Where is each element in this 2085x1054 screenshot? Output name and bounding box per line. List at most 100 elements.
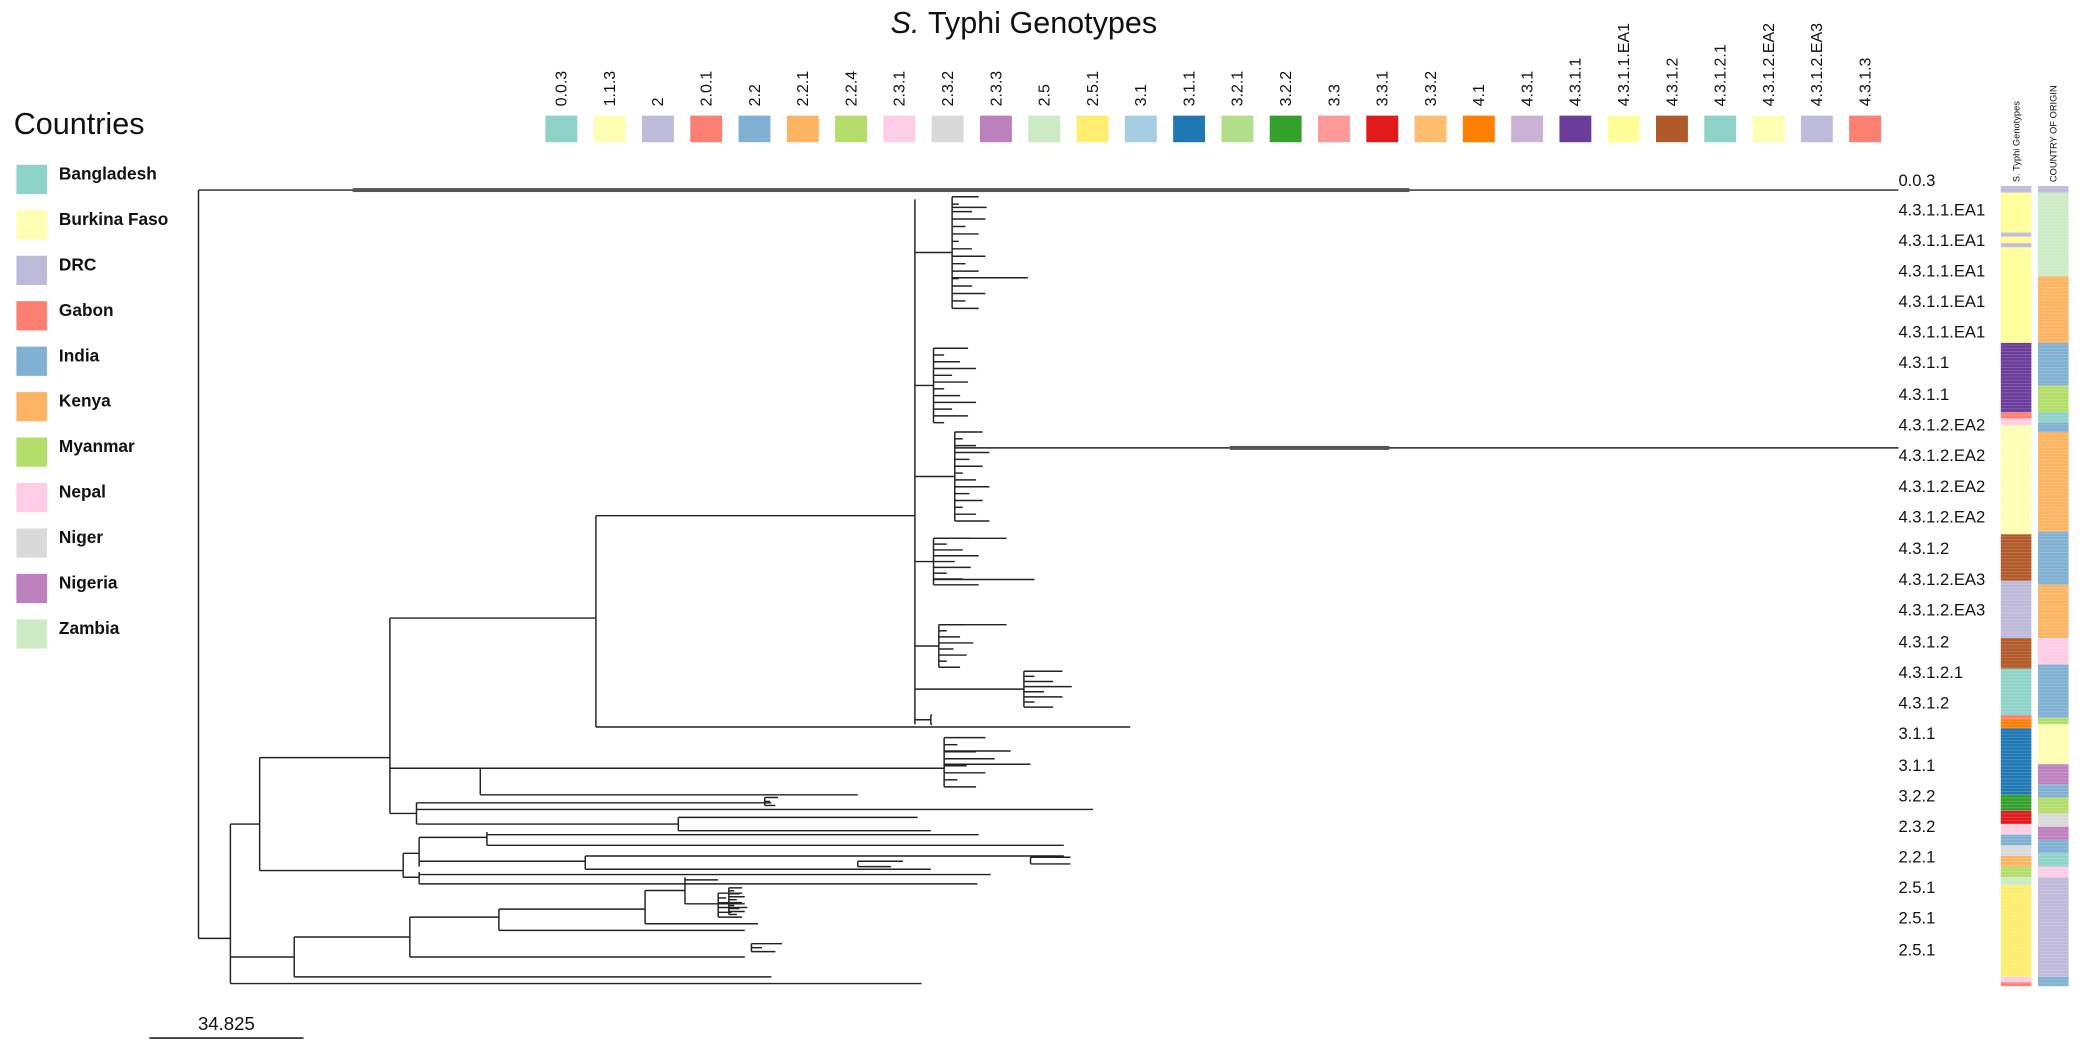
tip-label: 2.5.1: [1898, 909, 1935, 928]
country-strip: [2038, 826, 2069, 841]
genotype-label: 1.1.3: [602, 71, 619, 107]
genotype-swatch: [1462, 115, 1495, 143]
genotype-strip: [2000, 637, 2032, 669]
genotype-strip: [2000, 877, 2032, 886]
country-strip: [2038, 637, 2069, 665]
genotype-swatch: [1269, 115, 1302, 143]
genotype-swatch: [835, 115, 868, 143]
genotype-strip: [2000, 810, 2032, 825]
country-swatch: [16, 573, 47, 604]
genotype-label: 2.3.3: [988, 71, 1005, 107]
tip-label: 2.5.1: [1898, 878, 1935, 897]
genotype-strip: [2000, 668, 2032, 716]
tip-label: 4.3.1.1: [1898, 385, 1949, 404]
tip-label: 4.3.1.1.EA1: [1898, 231, 1985, 250]
genotype-label: 2.2: [747, 84, 764, 106]
genotype-strip: [2000, 192, 2032, 343]
tip-label: 4.3.1.1.EA1: [1898, 323, 1985, 342]
country-label: Gabon: [59, 300, 114, 320]
genotype-swatch: [1318, 115, 1350, 143]
country-label: Bangladesh: [59, 163, 157, 183]
genotype-strip: [2000, 243, 2032, 248]
genotype-swatch: [690, 115, 723, 143]
country-strip: [2038, 342, 2069, 386]
genotype-swatch: [1752, 115, 1785, 143]
country-strip: [2038, 724, 2069, 765]
country-label: Nepal: [59, 482, 106, 502]
genotype-strip: [2000, 412, 2032, 419]
country-label: Niger: [59, 527, 103, 547]
genotype-label: 2.0.1: [699, 71, 716, 107]
genotype-swatch: [1849, 115, 1882, 143]
tip-label: 4.3.1.2.1: [1898, 663, 1963, 682]
tip-label: 4.3.1.2.EA2: [1898, 477, 1985, 496]
country-strip: [2038, 664, 2069, 718]
tip-label: 4.3.1.2: [1898, 539, 1949, 558]
tip-label: 4.3.1.2: [1898, 693, 1949, 712]
tip-label: 2.3.2: [1898, 817, 1935, 836]
figure-title: S. Typhi Genotypes: [891, 6, 1158, 40]
genotype-strip: [2000, 834, 2032, 846]
genotype-label: 4.3.1.3: [1857, 57, 1874, 106]
genotype-strip: [2000, 232, 2032, 237]
genotype-swatch: [641, 115, 674, 143]
genotype-strip: [2000, 885, 2032, 977]
genotype-label: 4.1: [1471, 84, 1488, 106]
genotype-swatch: [1124, 115, 1157, 143]
country-swatch: [16, 255, 47, 285]
genotype-strip: [2000, 976, 2032, 983]
genotype-label: 4.3.1.2: [1664, 57, 1681, 106]
country-strip: [2038, 813, 2069, 827]
genotype-strip: [2000, 425, 2032, 535]
country-strip: [2038, 764, 2069, 785]
tip-label: 4.3.1.1.EA1: [1898, 200, 1985, 219]
genotype-swatch: [1800, 115, 1833, 143]
country-strip: [2038, 276, 2069, 343]
genotype-label: 0.0.3: [554, 71, 571, 107]
country-swatch: [16, 483, 47, 513]
long-branch: [1229, 445, 1390, 450]
country-label: Burkina Faso: [59, 209, 168, 229]
long-branch: [352, 188, 1410, 193]
country-strip: [2038, 192, 2069, 277]
tip-label: 4.3.1.1.EA1: [1898, 261, 1985, 280]
genotype-strip: [2000, 715, 2032, 720]
country-swatch: [16, 210, 47, 240]
title-italic: S.: [891, 6, 920, 40]
genotype-swatch: [883, 115, 916, 143]
country-swatch: [16, 437, 47, 467]
genotype-strip: [2000, 342, 2032, 413]
genotype-strip: [2000, 186, 2032, 193]
tip-label: 4.3.1.2.EA2: [1898, 416, 1985, 435]
genotype-swatch: [545, 115, 578, 143]
country-strip: [2038, 853, 2069, 867]
tip-label: 4.3.1.1.EA1: [1898, 292, 1985, 311]
genotype-swatch: [1559, 115, 1592, 143]
tip-label: 2.2.1: [1898, 848, 1935, 867]
genotype-strip: [2000, 580, 2032, 638]
genotype-swatch: [1173, 115, 1206, 143]
countries-title: Countries: [14, 107, 145, 141]
country-strip: [2038, 422, 2069, 432]
genotype-swatch: [1656, 115, 1688, 143]
genotype-label: 4.3.1.1.EA1: [1616, 23, 1633, 106]
genotype-label: 4.3.1.2.EA2: [1761, 23, 1778, 106]
genotype-swatch: [1221, 115, 1254, 143]
genotype-strip: [2000, 855, 2032, 867]
country-label: India: [59, 345, 100, 365]
genotype-strip: [2000, 845, 2032, 856]
country-strip: [2038, 385, 2069, 413]
country-swatch: [16, 301, 47, 331]
genotype-strip: [2000, 534, 2032, 581]
genotype-label: 2: [650, 97, 667, 106]
tip-label: 2.5.1: [1898, 941, 1935, 960]
genotype-strip: [2000, 866, 2032, 878]
genotype-swatch: [593, 115, 626, 143]
country-label: Kenya: [59, 391, 111, 411]
genotype-swatch: [979, 115, 1012, 143]
genotype-label: 3.1: [1133, 84, 1150, 106]
genotype-strip: [2000, 728, 2032, 795]
genotype-swatch: [786, 115, 819, 143]
genotype-label: 4.3.1.2.1: [1713, 44, 1730, 106]
country-strip: [2038, 431, 2069, 532]
